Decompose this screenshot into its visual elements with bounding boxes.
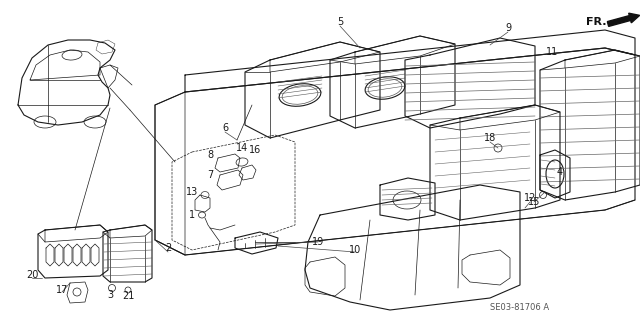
Text: 12: 12	[524, 193, 536, 203]
Text: 5: 5	[337, 17, 343, 27]
Text: 17: 17	[56, 285, 68, 295]
Text: 20: 20	[26, 270, 38, 280]
Text: FR.: FR.	[586, 17, 607, 27]
Text: 19: 19	[312, 237, 324, 247]
Text: 8: 8	[207, 150, 213, 160]
Text: SE03-81706 A: SE03-81706 A	[490, 303, 549, 313]
Text: 1: 1	[189, 210, 195, 220]
Text: 14: 14	[236, 143, 248, 153]
Text: 9: 9	[505, 23, 511, 33]
Text: 3: 3	[107, 290, 113, 300]
Text: 15: 15	[528, 197, 540, 207]
Text: 16: 16	[249, 145, 261, 155]
FancyArrow shape	[607, 13, 639, 26]
Text: 7: 7	[207, 170, 213, 180]
Text: 4: 4	[557, 167, 563, 177]
Text: 21: 21	[122, 291, 134, 301]
Text: 10: 10	[349, 245, 361, 255]
Text: 2: 2	[165, 243, 171, 253]
Text: 6: 6	[222, 123, 228, 133]
Text: 18: 18	[484, 133, 496, 143]
Text: 13: 13	[186, 187, 198, 197]
Text: 11: 11	[546, 47, 558, 57]
